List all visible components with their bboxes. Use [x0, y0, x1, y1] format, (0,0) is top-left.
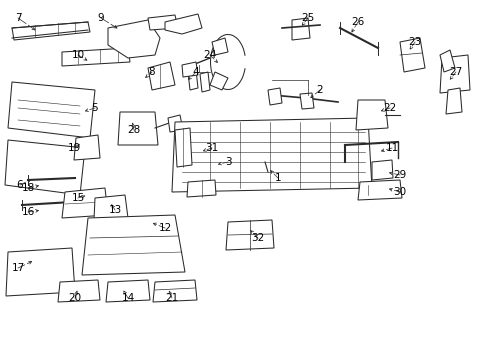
Text: 7: 7: [15, 13, 21, 23]
Text: 17: 17: [11, 263, 24, 273]
Polygon shape: [106, 280, 150, 302]
Polygon shape: [168, 115, 183, 132]
Polygon shape: [355, 100, 387, 130]
Polygon shape: [182, 62, 198, 77]
Polygon shape: [357, 180, 401, 200]
Text: 24: 24: [203, 50, 216, 60]
Polygon shape: [118, 112, 158, 145]
Polygon shape: [82, 215, 184, 275]
Polygon shape: [164, 14, 202, 34]
Text: 28: 28: [127, 125, 141, 135]
Text: 13: 13: [108, 205, 122, 215]
Polygon shape: [172, 118, 371, 192]
Text: 18: 18: [21, 183, 35, 193]
Text: 14: 14: [121, 293, 134, 303]
Polygon shape: [62, 188, 108, 218]
Polygon shape: [299, 93, 313, 109]
Text: 10: 10: [71, 50, 84, 60]
Polygon shape: [200, 72, 209, 92]
Text: 15: 15: [71, 193, 84, 203]
Polygon shape: [291, 18, 309, 40]
Polygon shape: [439, 55, 469, 93]
Polygon shape: [74, 135, 100, 160]
Polygon shape: [445, 88, 461, 114]
Text: 20: 20: [68, 293, 81, 303]
Text: 27: 27: [448, 67, 462, 77]
Polygon shape: [108, 20, 160, 58]
Polygon shape: [212, 38, 227, 55]
Polygon shape: [148, 15, 178, 30]
Polygon shape: [209, 72, 227, 90]
Polygon shape: [439, 50, 454, 72]
Polygon shape: [12, 22, 90, 40]
Text: 25: 25: [301, 13, 314, 23]
Ellipse shape: [31, 103, 73, 121]
Text: 22: 22: [383, 103, 396, 113]
Text: 19: 19: [67, 143, 81, 153]
Polygon shape: [8, 82, 95, 138]
Polygon shape: [187, 70, 198, 90]
Text: 3: 3: [224, 157, 231, 167]
Polygon shape: [148, 62, 175, 90]
Text: 26: 26: [351, 17, 364, 27]
Text: 11: 11: [385, 143, 398, 153]
Polygon shape: [225, 220, 273, 250]
Polygon shape: [58, 280, 100, 302]
Polygon shape: [175, 128, 192, 167]
Text: 1: 1: [274, 173, 281, 183]
Text: 12: 12: [158, 223, 171, 233]
Polygon shape: [153, 280, 197, 302]
Polygon shape: [399, 38, 424, 72]
Text: 5: 5: [92, 103, 98, 113]
Text: 21: 21: [165, 293, 178, 303]
Text: 23: 23: [407, 37, 421, 47]
Text: 32: 32: [251, 233, 264, 243]
Text: 31: 31: [205, 143, 218, 153]
Text: 9: 9: [98, 13, 104, 23]
Polygon shape: [5, 140, 85, 195]
Polygon shape: [94, 195, 128, 220]
Polygon shape: [186, 180, 216, 197]
Polygon shape: [267, 88, 282, 105]
Text: 30: 30: [393, 187, 406, 197]
Polygon shape: [371, 160, 392, 180]
Text: 8: 8: [148, 67, 155, 77]
Text: 6: 6: [17, 180, 23, 190]
Text: 4: 4: [192, 67, 199, 77]
Text: 16: 16: [21, 207, 35, 217]
Polygon shape: [6, 248, 75, 296]
Polygon shape: [62, 48, 130, 66]
Text: 2: 2: [316, 85, 323, 95]
Text: 29: 29: [392, 170, 406, 180]
